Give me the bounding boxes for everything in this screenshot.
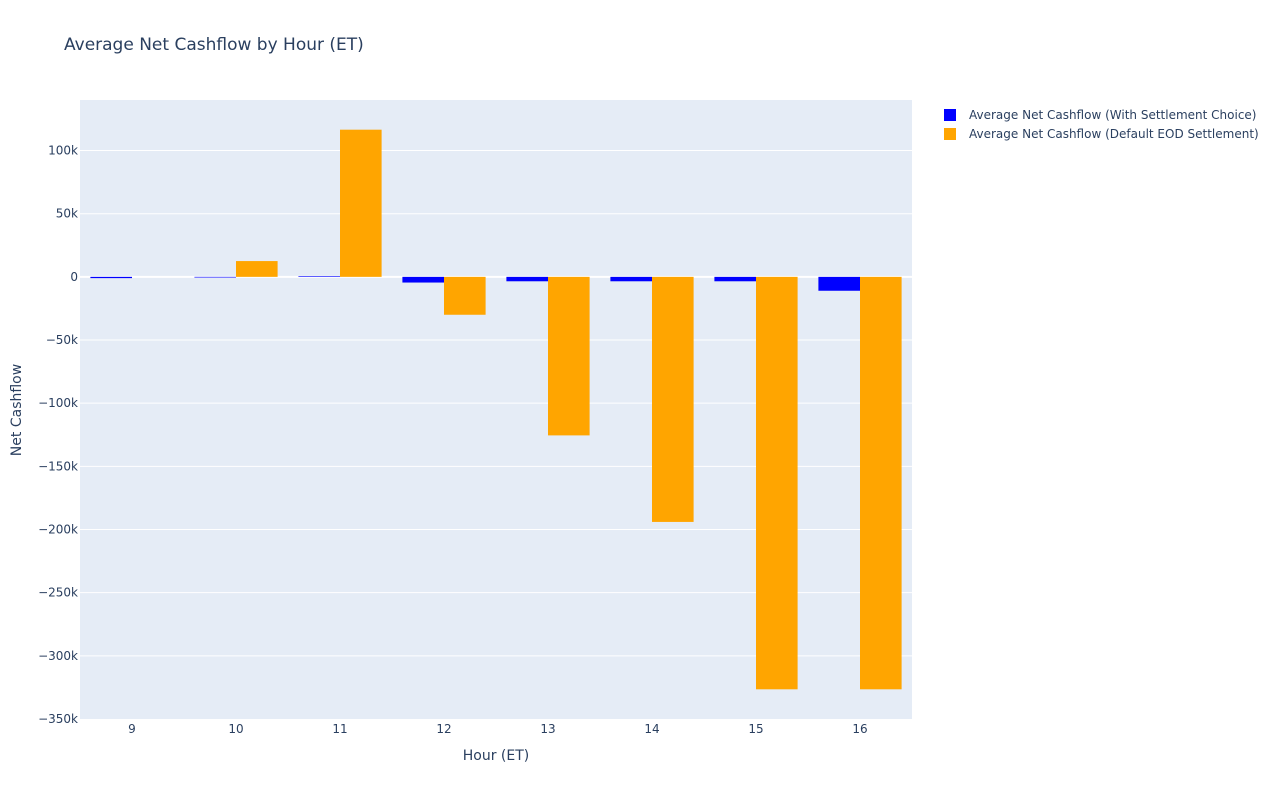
bar-default-eod-10[interactable] xyxy=(236,261,278,277)
legend-swatch xyxy=(944,128,956,140)
x-tick-label: 11 xyxy=(332,722,347,736)
legend-label: Average Net Cashflow (With Settlement Ch… xyxy=(969,108,1256,122)
y-tick-label: 0 xyxy=(70,270,78,284)
legend-swatch xyxy=(944,109,956,121)
x-tick-label: 13 xyxy=(540,722,555,736)
y-tick-label: −250k xyxy=(38,586,78,600)
legend-label: Average Net Cashflow (Default EOD Settle… xyxy=(969,127,1259,141)
bar-settlement-choice-15[interactable] xyxy=(714,276,756,282)
y-tick-label: −300k xyxy=(38,649,78,663)
y-tick-label: 100k xyxy=(48,144,78,158)
x-tick-label: 9 xyxy=(128,722,136,736)
x-axis-title: Hour (ET) xyxy=(463,748,530,764)
bar-settlement-choice-12[interactable] xyxy=(402,276,444,283)
bar-default-eod-12[interactable] xyxy=(444,276,486,315)
bar-settlement-choice-10[interactable] xyxy=(194,276,236,278)
bar-settlement-choice-14[interactable] xyxy=(610,276,652,282)
x-axis-ticks: 9 10 11 12 13 14 15 16 xyxy=(128,722,867,736)
bar-default-eod-15[interactable] xyxy=(756,276,798,690)
bar-default-eod-14[interactable] xyxy=(652,276,694,522)
x-tick-label: 12 xyxy=(436,722,451,736)
bar-settlement-choice-16[interactable] xyxy=(818,276,860,291)
y-axis-title: Net Cashflow xyxy=(9,364,25,456)
y-axis-ticks: 100k 50k 0 −50k −100k −150k −200k −250k −300k −35… xyxy=(38,144,78,726)
chart-title: Average Net Cashflow by Hour (ET) xyxy=(64,35,364,55)
y-tick-label: −150k xyxy=(38,459,78,473)
x-tick-label: 15 xyxy=(748,722,763,736)
y-tick-label: 50k xyxy=(56,207,78,221)
legend-item[interactable]: Average Net Cashflow (With Settlement Ch… xyxy=(944,108,1256,122)
bar-settlement-choice-9[interactable] xyxy=(90,276,132,279)
x-tick-label: 16 xyxy=(852,722,867,736)
y-tick-label: −50k xyxy=(46,333,78,347)
bar-settlement-choice-13[interactable] xyxy=(506,276,548,282)
x-tick-label: 14 xyxy=(644,722,659,736)
legend[interactable]: Average Net Cashflow (With Settlement Ch… xyxy=(944,108,1259,141)
x-tick-label: 10 xyxy=(228,722,243,736)
bar-default-eod-16[interactable] xyxy=(860,276,902,690)
bar-settlement-choice-11[interactable] xyxy=(298,276,340,277)
y-tick-label: −200k xyxy=(38,523,78,537)
bar-default-eod-11[interactable] xyxy=(340,129,382,277)
bar-default-eod-13[interactable] xyxy=(548,276,590,436)
y-tick-label: −350k xyxy=(38,712,78,726)
legend-item[interactable]: Average Net Cashflow (Default EOD Settle… xyxy=(944,127,1259,141)
y-tick-label: −100k xyxy=(38,396,78,410)
bars xyxy=(90,129,902,690)
